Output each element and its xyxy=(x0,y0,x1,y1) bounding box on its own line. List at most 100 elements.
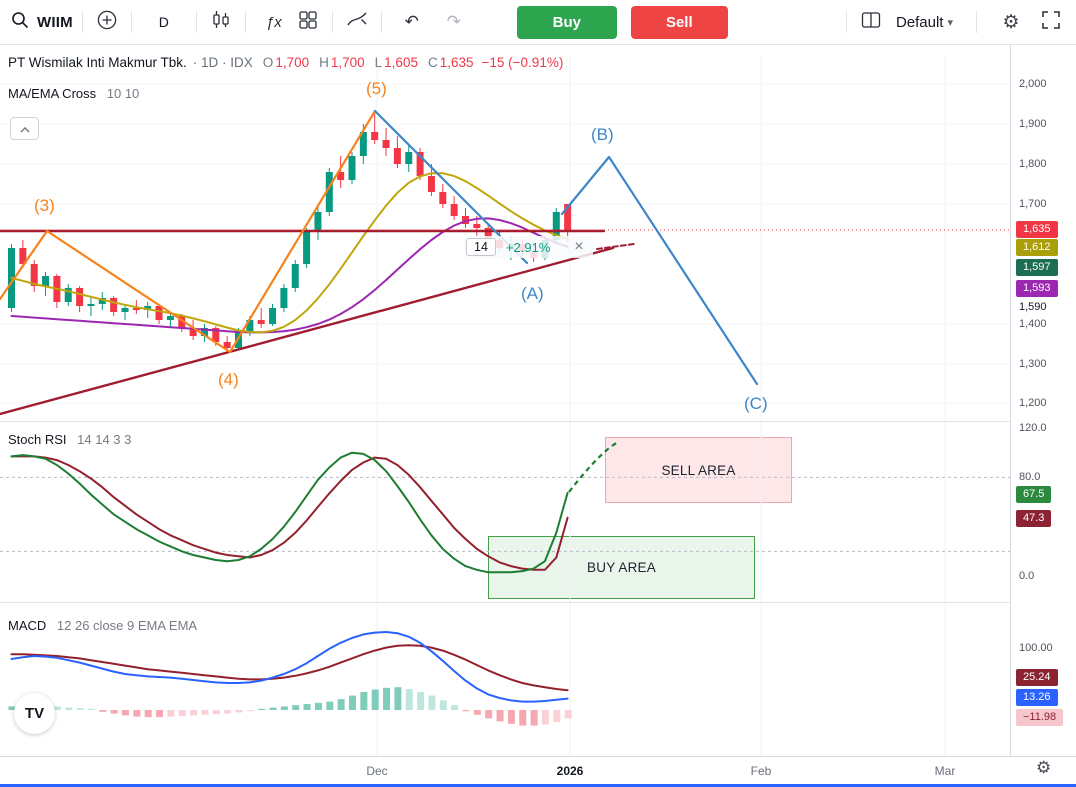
price-badge: 1,590 xyxy=(1019,301,1047,313)
ohlc-high-value: 1,700 xyxy=(330,55,365,70)
time-axis-label: 2026 xyxy=(556,764,584,778)
price-axis[interactable]: 2,000 1,900 1,800 1,700 1,400 1,300 1,200 120.0… xyxy=(1010,45,1076,784)
price-badge: 25.24 xyxy=(1016,669,1058,686)
tradingview-logo-text: TV xyxy=(24,705,45,722)
percent-change: +2.91% xyxy=(505,239,551,255)
price-badge: 1,593 xyxy=(1016,280,1058,297)
macd-legend[interactable]: MACD 12 26 close 9 EMA EMA xyxy=(8,618,197,633)
pane-divider[interactable] xyxy=(0,602,1076,603)
ohlc-change: −15 (−0.91%) xyxy=(481,55,564,70)
wave-label-3[interactable]: (3) xyxy=(34,196,55,215)
toolbar-separator xyxy=(845,11,847,33)
axis-tick: 0.0 xyxy=(1019,570,1035,582)
sell-button[interactable]: Sell xyxy=(630,5,728,39)
ohlc-low-key: L xyxy=(374,55,383,70)
symbol-label: WIIM xyxy=(37,13,73,31)
fullscreen-button[interactable] xyxy=(1036,6,1066,38)
symbol-title[interactable]: PT Wismilak Inti Makmur Tbk. xyxy=(8,55,187,70)
candlestick-series xyxy=(8,112,572,352)
buy-button[interactable]: Buy xyxy=(516,5,617,39)
wave-label-4[interactable]: (4) xyxy=(218,370,239,389)
chevron-down-icon[interactable]: ▾ xyxy=(947,16,953,29)
time-axis-label: Feb xyxy=(750,764,772,778)
panel-layout-button[interactable] xyxy=(856,6,886,38)
chart-type-button[interactable] xyxy=(206,6,236,38)
indicator-legend[interactable]: MA/EMA Cross 10 10 xyxy=(8,86,139,101)
macd-histogram xyxy=(8,687,572,726)
close-icon[interactable]: × xyxy=(574,238,584,255)
top-toolbar: WIIM D ƒx ↶ ↷ xyxy=(0,0,1076,45)
axis-tick: 120.0 xyxy=(1019,422,1047,434)
time-axis[interactable]: Dec 2026 Feb Mar xyxy=(0,756,1076,784)
undo-button[interactable]: ↶ xyxy=(391,6,433,38)
axis-tick: 1,800 xyxy=(1019,158,1047,170)
candlestick-icon xyxy=(210,9,232,36)
wave-label-B[interactable]: (B) xyxy=(591,125,614,144)
stoch-legend[interactable]: Stoch RSI 14 14 3 3 xyxy=(8,432,131,447)
wave-label-A[interactable]: (A) xyxy=(521,284,544,303)
price-badge: 1,612 xyxy=(1016,239,1058,256)
undo-icon: ↶ xyxy=(404,12,419,31)
axis-tick: 100.00 xyxy=(1019,642,1053,654)
buy-area-zone[interactable]: BUY AREA xyxy=(488,536,755,599)
settings-button[interactable]: ⚙ xyxy=(986,6,1036,38)
compare-add-button[interactable] xyxy=(92,6,122,38)
drawing-tool-button[interactable] xyxy=(342,6,372,38)
axis-tick: 1,900 xyxy=(1019,118,1047,130)
interval-button[interactable]: D xyxy=(158,14,169,30)
toolbar-separator xyxy=(976,11,977,33)
price-badge: 1,635 xyxy=(1016,221,1058,238)
redo-button[interactable]: ↷ xyxy=(433,6,475,38)
grid-layout-button[interactable] xyxy=(293,6,323,38)
indicators-button[interactable]: ƒx xyxy=(255,6,293,38)
toolbar-separator xyxy=(130,11,132,33)
split-panel-icon xyxy=(860,10,882,35)
price-badge: 1,597 xyxy=(1016,259,1058,276)
axis-tick: 1,700 xyxy=(1019,198,1047,210)
sell-area-label: SELL AREA xyxy=(661,462,736,478)
toolbar-separator xyxy=(244,11,246,33)
toolbar-separator xyxy=(195,11,197,33)
wave-label-5[interactable]: (5) xyxy=(366,79,387,98)
toolbar-separator xyxy=(81,11,83,33)
ohlc-open-key: O xyxy=(262,55,274,70)
plus-circle-icon xyxy=(96,9,118,36)
bottom-accent-bar xyxy=(0,784,1076,787)
bar-count-chip: 14 xyxy=(466,238,496,256)
axis-tick: 80.0 xyxy=(1019,471,1041,483)
wave-label-C[interactable]: (C) xyxy=(744,394,768,413)
ohlc-close-value: 1,635 xyxy=(439,55,474,70)
drawing-overlays xyxy=(0,109,1010,416)
legend-collapse-button[interactable] xyxy=(10,117,39,140)
ohlc-close-key: C xyxy=(427,55,438,70)
stoch-title: Stoch RSI xyxy=(8,432,67,447)
axis-tick: 1,200 xyxy=(1019,397,1047,409)
pane-divider[interactable] xyxy=(0,421,1076,422)
buy-area-label: BUY AREA xyxy=(587,560,656,575)
ohlc-low-value: 1,605 xyxy=(384,55,418,70)
tradingview-logo[interactable]: TV xyxy=(14,693,55,734)
redo-icon: ↷ xyxy=(446,12,461,31)
axis-tick: 2,000 xyxy=(1019,78,1047,90)
time-axis-label: Mar xyxy=(934,764,956,778)
ohlc-open-value: 1,700 xyxy=(275,55,310,70)
macd-params: 12 26 close 9 EMA EMA xyxy=(56,618,198,633)
fullscreen-icon xyxy=(1040,9,1062,36)
grid-lines xyxy=(0,55,1010,756)
time-axis-label: Dec xyxy=(366,764,388,778)
macd-lines xyxy=(10,631,569,703)
gear-icon: ⚙ xyxy=(1002,11,1020,33)
toolbar-right-group: Default ▾ ⚙ xyxy=(837,6,1066,38)
layout-select[interactable]: Default xyxy=(895,13,944,31)
axis-settings-icon[interactable]: ⚙ xyxy=(1036,758,1052,777)
search-icon xyxy=(10,10,30,35)
symbol-meta: · 1D · IDX xyxy=(192,55,253,70)
stoch-params: 14 14 3 3 xyxy=(77,432,132,447)
sell-area-zone[interactable]: SELL AREA xyxy=(605,437,792,503)
price-badge: −11.98 xyxy=(1016,709,1064,726)
price-badge: 47.3 xyxy=(1016,510,1052,527)
price-badge: 67.5 xyxy=(1016,486,1052,503)
symbol-search-button[interactable]: WIIM xyxy=(10,6,73,38)
